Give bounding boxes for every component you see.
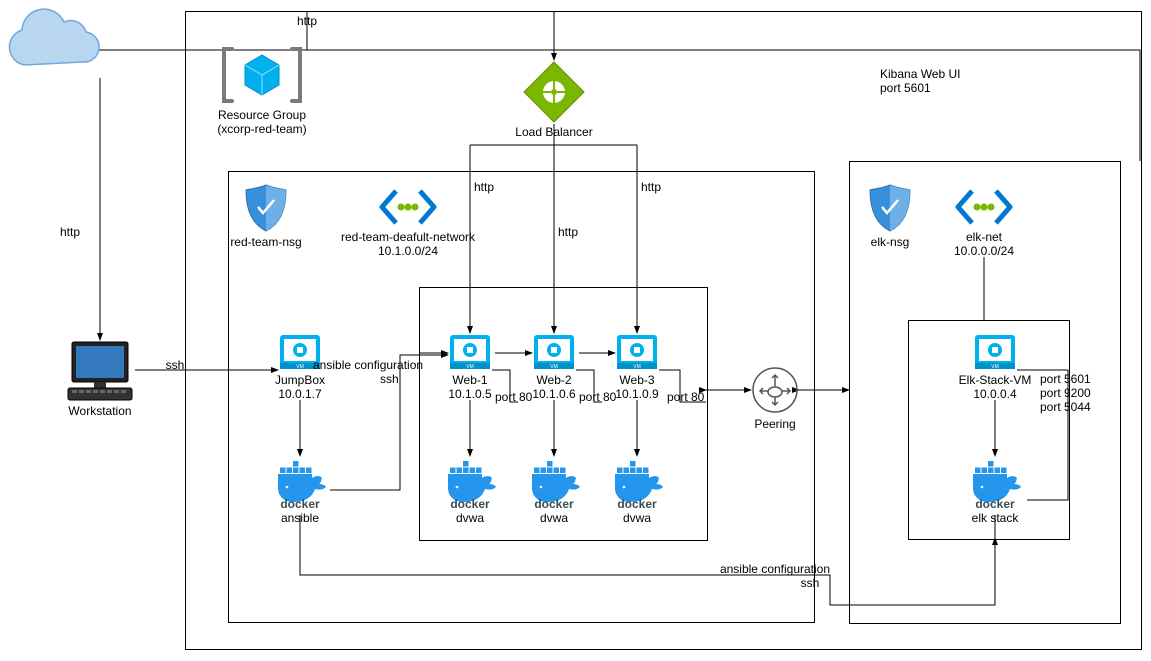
edge-elk_p2: port 9200 xyxy=(1040,386,1110,400)
docker-elk-brand: docker xyxy=(960,497,1030,511)
web3-vm-label1: Web-3 xyxy=(587,373,687,387)
edge-port80-2: port 80 xyxy=(579,390,629,404)
peering-label: Peering xyxy=(735,417,815,431)
elk-vm-label1: Elk-Stack-VM xyxy=(945,373,1045,387)
svg-text:VM: VM xyxy=(550,364,558,370)
svg-text:VM: VM xyxy=(296,364,304,370)
edge-http-lb2: http xyxy=(548,225,588,239)
resource-group-label2: (xcorp-red-team) xyxy=(192,122,332,136)
web1-vm: VM xyxy=(450,335,490,370)
docker-jump-label: ansible xyxy=(260,511,340,525)
edge-http-out: http xyxy=(287,14,327,28)
elk-nsg-icon xyxy=(870,185,910,231)
edge-elk_p3: port 5044 xyxy=(1040,400,1110,414)
elk-vnet-icon xyxy=(958,191,1010,223)
svg-text:VM: VM xyxy=(633,364,641,370)
diagram-stage: VM VM VM VM VM Workstation Resource Group(xco… xyxy=(0,0,1151,661)
load-balancer-icon xyxy=(524,62,584,122)
red-nsg-icon-label: red-team-nsg xyxy=(211,235,321,249)
docker-web2 xyxy=(532,461,580,502)
edge-ssh: ssh xyxy=(155,358,195,372)
edge-http-lb1: http xyxy=(464,180,504,194)
docker-jump-brand: docker xyxy=(265,497,335,511)
docker-web3-brand: docker xyxy=(602,497,672,511)
docker-web1-label: dvwa xyxy=(430,511,510,525)
edge-ssh-ans1: ssh xyxy=(380,372,420,386)
peering-icon xyxy=(753,368,797,412)
docker-web2-label: dvwa xyxy=(514,511,594,525)
edge-http-lb3: http xyxy=(631,180,671,194)
resource-group-label1: Resource Group xyxy=(192,108,332,122)
elk-vnet-icon-label1: elk-net xyxy=(899,230,1069,244)
edge-http: http xyxy=(45,225,95,239)
web2-vm: VM xyxy=(534,335,574,370)
docker-web1 xyxy=(448,461,496,502)
elk-vm: VM xyxy=(975,335,1015,370)
edge-elk_p1: port 5601 xyxy=(1040,372,1110,386)
cloud-icon xyxy=(9,9,99,65)
svg-text:VM: VM xyxy=(466,364,474,370)
docker-jump xyxy=(278,461,326,502)
edge-kibana2: port 5601 xyxy=(880,81,1000,95)
load-balancer-label: Load Balancer xyxy=(494,125,614,139)
docker-elk-label: elk stack xyxy=(955,511,1035,525)
resource-group-icon xyxy=(224,49,300,101)
docker-elk xyxy=(973,461,1021,502)
red-vnet-icon-label2: 10.1.0.0/24 xyxy=(323,244,493,258)
elk-vm-label2: 10.0.0.4 xyxy=(945,387,1045,401)
jumpbox-vm-label1: JumpBox xyxy=(250,373,350,387)
workstation-icon xyxy=(68,342,132,400)
edge-ssh-ans2: ssh xyxy=(790,576,830,590)
elk-vnet-icon-label2: 10.0.0.0/24 xyxy=(899,244,1069,258)
web3-vm: VM xyxy=(617,335,657,370)
red-vnet-icon-label1: red-team-deafult-network xyxy=(323,230,493,244)
docker-web3 xyxy=(615,461,663,502)
edge-kibana1: Kibana Web UI xyxy=(880,67,1000,81)
edge-port80-1: port 80 xyxy=(495,390,545,404)
docker-web3-label: dvwa xyxy=(597,511,677,525)
edge-ansible1: ansible configuration xyxy=(313,358,443,372)
jumpbox-vm-label2: 10.0.1.7 xyxy=(250,387,350,401)
red-nsg-icon xyxy=(246,185,286,231)
svg-text:VM: VM xyxy=(991,364,999,370)
edge-port80-3: port 80 xyxy=(667,390,717,404)
workstation-label: Workstation xyxy=(50,404,150,418)
red-vnet-icon xyxy=(382,191,434,223)
edge-ansible2: ansible configuration xyxy=(705,562,845,576)
docker-web2-brand: docker xyxy=(519,497,589,511)
svg-layer: VM VM VM VM VM xyxy=(0,0,1151,661)
docker-web1-brand: docker xyxy=(435,497,505,511)
